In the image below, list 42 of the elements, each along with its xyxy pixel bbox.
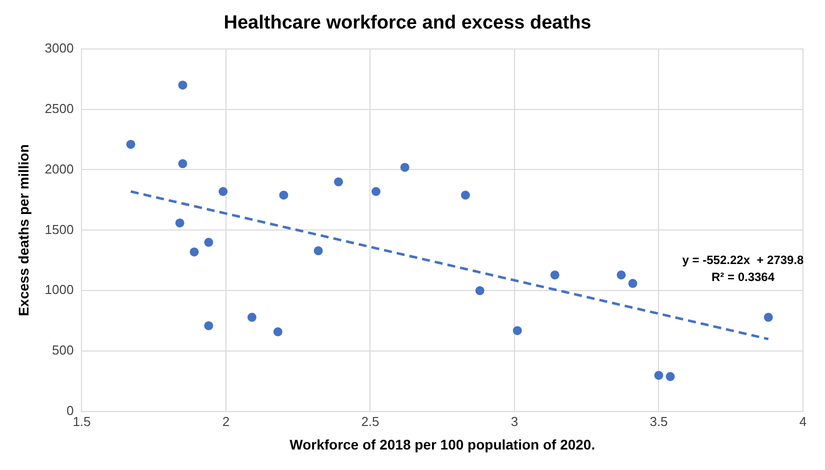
point [654,370,664,380]
chart-title: Healthcare workforce and excess deaths [224,12,592,34]
point [273,327,282,336]
point [475,286,484,296]
y-tick-label: 1500 [44,222,74,237]
y-axis-title: Excess deaths per million [15,144,32,316]
point [247,312,256,322]
y-tick-label: 2500 [44,100,74,116]
y-tick-label: 0 [66,403,74,418]
point [666,372,675,382]
point [279,190,288,200]
point [460,190,470,200]
point [400,162,410,172]
x-tick-label: 3 [510,414,518,429]
x-tick-label: 2 [222,414,230,429]
point [512,326,522,336]
point [550,270,560,280]
point [175,218,184,228]
x-tick-label: 4 [799,414,807,429]
point [204,321,214,330]
point [178,159,188,168]
point [628,278,638,288]
point [314,246,323,256]
y-tick-label: 3000 [44,40,74,56]
y-tick-label: 2000 [44,161,74,176]
point [190,247,199,256]
point [334,177,343,186]
x-tick-label: 2.5 [361,414,380,429]
point [178,80,188,90]
annotation: R² = 0.3364 [711,270,775,284]
x-axis-title: Workforce of 2018 per 100 population of 2020. [290,436,596,452]
y-tick-label: 500 [52,342,74,358]
point [126,140,136,149]
point [372,187,380,196]
x-tick-label: 1.5 [72,414,91,429]
point [764,312,773,322]
point [616,270,626,280]
annotation: y = -552.22x + 2739.8 [682,252,804,267]
point [218,187,228,196]
y-tick-label: 1000 [44,282,74,298]
x-tick-label: 3.5 [650,414,668,429]
point [204,238,214,247]
